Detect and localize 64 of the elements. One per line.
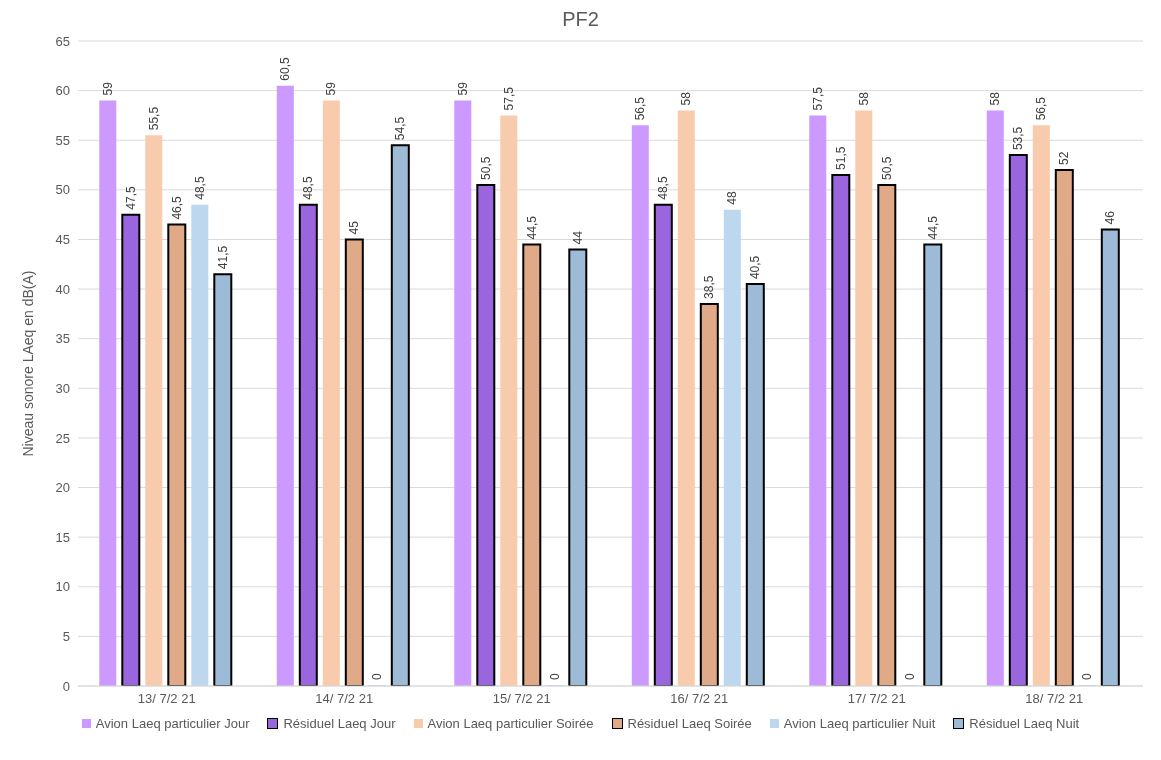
legend-label: Résiduel Laeq Nuit <box>969 716 1080 731</box>
y-tick-label: 5 <box>62 629 70 644</box>
data-label: 50,5 <box>879 156 894 180</box>
y-tick-label: 35 <box>55 331 70 347</box>
data-label: 46,5 <box>169 195 184 220</box>
y-tick-label: 15 <box>55 529 70 545</box>
legend-label: Avion Laeq particulier Jour <box>95 716 250 731</box>
data-label: 59 <box>324 81 339 96</box>
data-label: 48 <box>725 191 740 205</box>
data-label: 57,5 <box>501 86 516 111</box>
y-tick-label: 10 <box>55 579 70 595</box>
data-label: 44,5 <box>925 215 940 240</box>
legend-label: Avion Laeq particulier Nuit <box>783 716 936 731</box>
data-label: 60,5 <box>278 56 293 81</box>
y-tick-label: 55 <box>55 132 70 148</box>
data-label: 44,5 <box>524 215 539 240</box>
y-tick-label: 25 <box>55 430 70 446</box>
data-label: 48,5 <box>301 176 316 200</box>
data-label: 59 <box>100 81 115 96</box>
data-label: 47,5 <box>123 185 138 210</box>
y-tick-label: 30 <box>55 380 70 396</box>
data-label: 55,5 <box>146 106 161 131</box>
data-label: 0 <box>547 673 562 680</box>
data-label: 0 <box>1080 673 1095 680</box>
x-tick-label: 18/ 7/2 21 <box>1025 691 1084 707</box>
data-label: 38,5 <box>702 275 717 299</box>
data-label: 41,5 <box>215 245 230 270</box>
y-tick-label: 65 <box>55 33 70 49</box>
data-label: 52 <box>1057 151 1072 165</box>
data-label: 54,5 <box>393 116 408 141</box>
chart-title: PF2 <box>561 8 600 31</box>
data-label: 46 <box>1103 210 1118 225</box>
data-label: 51,5 <box>833 146 848 170</box>
data-label: 58 <box>679 91 694 106</box>
data-label: 45 <box>347 220 362 235</box>
legend-label: Résiduel Laeq Soirée <box>627 716 752 731</box>
y-axis-title: Niveau sonore LAeq en dB(A) <box>19 270 36 457</box>
data-label: 0 <box>370 673 385 680</box>
x-tick-label: 13/ 7/2 21 <box>137 691 196 707</box>
legend-label: Avion Laeq particulier Soirée <box>427 716 594 731</box>
data-label: 40,5 <box>748 255 763 280</box>
y-tick-label: 20 <box>55 480 70 496</box>
data-label: 44 <box>570 230 585 245</box>
data-label: 57,5 <box>810 86 825 111</box>
y-tick-label: 50 <box>55 182 70 198</box>
x-tick-label: 17/ 7/2 21 <box>847 691 906 707</box>
data-label: 59 <box>455 81 470 96</box>
data-label: 58 <box>856 91 871 106</box>
data-label: 56,5 <box>633 96 648 121</box>
data-label: 56,5 <box>1034 96 1049 121</box>
x-tick-label: 15/ 7/2 21 <box>492 691 551 707</box>
x-tick-label: 14/ 7/2 21 <box>315 691 374 707</box>
x-tick-label: 16/ 7/2 21 <box>670 691 729 707</box>
data-label: 53,5 <box>1011 126 1026 151</box>
legend-label: Résiduel Laeq Jour <box>283 716 396 731</box>
data-label: 48,5 <box>656 176 671 200</box>
y-tick-label: 40 <box>55 281 70 297</box>
data-label: 0 <box>902 673 917 680</box>
data-label: 58 <box>988 91 1003 106</box>
y-tick-label: 60 <box>55 83 70 99</box>
data-label: 48,5 <box>192 176 207 200</box>
y-tick-label: 45 <box>55 232 70 248</box>
y-tick-label: 0 <box>62 678 70 694</box>
data-label: 50,5 <box>478 156 493 180</box>
